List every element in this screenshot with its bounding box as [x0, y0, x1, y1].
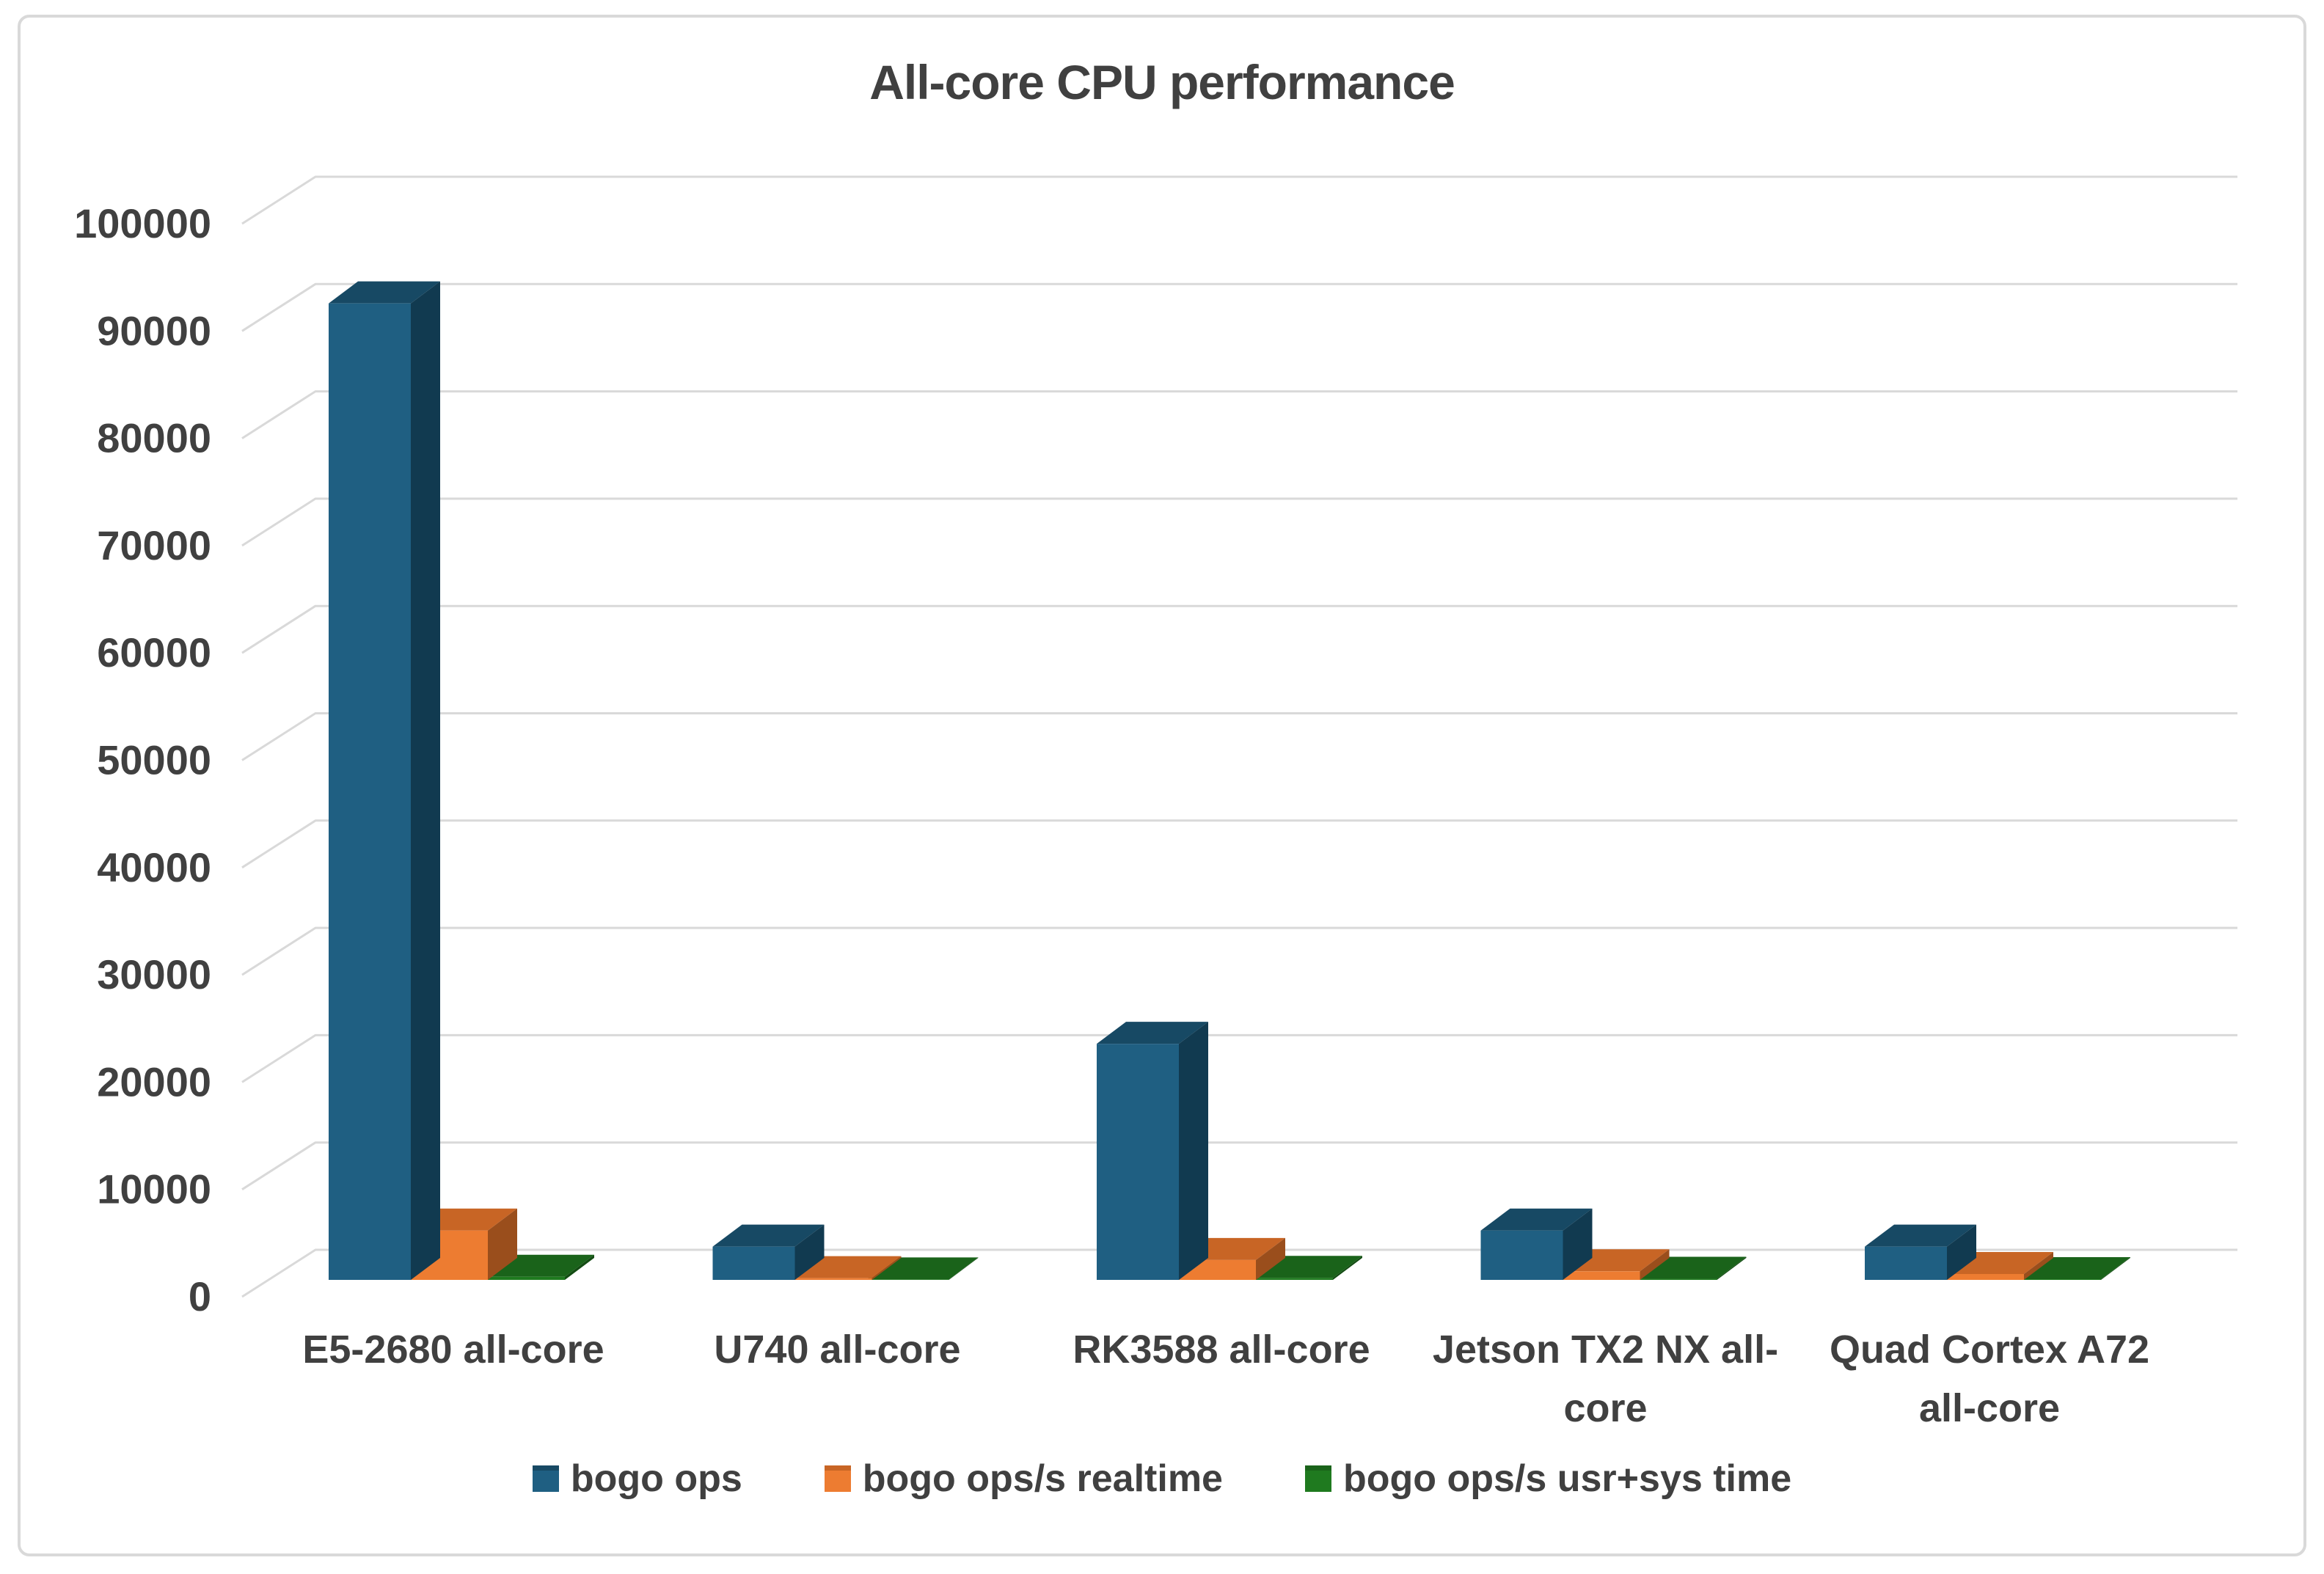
- bogo-ops-s-realtime-bar-1-front: [789, 1278, 872, 1280]
- y-tick-label-40000: 40000: [97, 844, 211, 890]
- x-category-label-1: U740 all-core: [714, 1328, 960, 1372]
- gridline-100000: [241, 175, 2237, 225]
- bogo-ops-bar-3-side: [1563, 1208, 1593, 1280]
- legend-label: bogo ops/s usr+sys time: [1342, 1457, 1792, 1500]
- bogo-ops-bar-4-front: [1865, 1246, 1947, 1280]
- bogo-ops-bar-2-front: [1097, 1044, 1179, 1280]
- x-category-label-4: all-core: [1919, 1386, 2060, 1430]
- bogo-ops-bar-1-side: [794, 1224, 825, 1280]
- y-tick-label-0: 0: [189, 1273, 211, 1319]
- bogo-ops-s-usr-sys-time-bar-3-side: [1717, 1256, 1747, 1280]
- legend-label: bogo ops: [570, 1457, 742, 1500]
- bogo-ops-s-realtime-bar-4-side: [2024, 1251, 2053, 1280]
- bogo-ops-bar-4-side: [1947, 1224, 1976, 1280]
- bogo-ops-bar-3-top: [1480, 1208, 1593, 1231]
- gridline-90000: [241, 282, 2237, 332]
- bogo-ops-bar-0-top: [329, 281, 440, 304]
- bogo-ops-s-usr-sys-time-bar-1-front: [866, 1279, 949, 1280]
- bogo-ops-s-realtime-bar-4-front: [1942, 1273, 2024, 1280]
- bogo-ops-s-usr-sys-time-bar-0-front: [483, 1276, 565, 1280]
- bogo-ops-bar-2-top: [1097, 1022, 1208, 1044]
- y-tick-label-80000: 80000: [97, 415, 211, 461]
- legend: bogo ops bogo ops/s realtime bogo ops/s us…: [0, 1457, 2324, 1501]
- legend-swatch-icon: [824, 1465, 851, 1492]
- y-tick-label-60000: 60000: [97, 629, 211, 676]
- legend-entry-1: bogo ops/s realtime: [824, 1457, 1223, 1501]
- bogo-ops-s-usr-sys-time-bar-2-side: [1333, 1256, 1362, 1280]
- y-tick-label-70000: 70000: [97, 522, 211, 568]
- legend-swatch-icon: [532, 1465, 559, 1492]
- bogo-ops-s-usr-sys-time-bar-1-side: [949, 1257, 979, 1280]
- x-category-label-4: Quad Cortex A72: [1830, 1328, 2149, 1372]
- y-tick-label-50000: 50000: [97, 737, 211, 783]
- y-tick-label-20000: 20000: [97, 1058, 211, 1105]
- gridline-10000: [241, 1141, 2237, 1190]
- gridline-80000: [241, 390, 2237, 439]
- y-tick-label-30000: 30000: [97, 951, 211, 998]
- legend-entry-2: bogo ops/s usr+sys time: [1304, 1457, 1792, 1501]
- legend-entry-0: bogo ops: [532, 1457, 742, 1501]
- bogo-ops-s-usr-sys-time-bar-1-top: [866, 1257, 979, 1280]
- gridline-20000: [241, 1033, 2237, 1083]
- x-category-label-3: core: [1563, 1386, 1647, 1430]
- gridline-30000: [241, 926, 2237, 976]
- gridline-40000: [241, 819, 2237, 869]
- legend-swatch-icon: [1304, 1465, 1331, 1492]
- gridline-70000: [241, 497, 2237, 547]
- bogo-ops-s-usr-sys-time-bar-2-front: [1251, 1278, 1333, 1280]
- x-category-label-0: E5-2680 all-core: [302, 1328, 604, 1372]
- gridline-60000: [241, 604, 2237, 654]
- y-tick-label-90000: 90000: [97, 307, 211, 354]
- bogo-ops-s-realtime-bar-3-side: [1640, 1249, 1670, 1280]
- bogo-ops-s-realtime-bar-3-front: [1557, 1271, 1640, 1280]
- x-category-label-2: RK3588 all-core: [1073, 1328, 1370, 1372]
- bogo-ops-bar-1-top: [712, 1224, 825, 1247]
- bogo-ops-bar-0-side: [411, 281, 440, 1280]
- bogo-ops-s-realtime-bar-2-side: [1256, 1237, 1285, 1280]
- bogo-ops-s-usr-sys-time-bar-0-side: [565, 1254, 594, 1280]
- bogo-ops-s-usr-sys-time-bar-3-front: [1634, 1278, 1717, 1280]
- bogo-ops-s-usr-sys-time-bar-4-side: [2101, 1256, 2130, 1280]
- bogo-ops-bar-1-front: [712, 1246, 795, 1280]
- bogo-ops-bar-2-side: [1179, 1022, 1208, 1280]
- bogo-ops-bar-0-front: [329, 303, 411, 1280]
- x-category-label-3: Jetson TX2 NX all-: [1433, 1328, 1778, 1372]
- bogo-ops-bar-4-top: [1865, 1224, 1976, 1247]
- legend-label: bogo ops/s realtime: [862, 1457, 1223, 1500]
- bogo-ops-s-realtime-bar-0-side: [488, 1208, 517, 1280]
- bogo-ops-bar-3-front: [1480, 1230, 1563, 1280]
- y-tick-label-100000: 100000: [74, 200, 211, 246]
- gridline-50000: [241, 712, 2237, 761]
- bogo-ops-s-realtime-bar-1-side: [872, 1256, 902, 1280]
- bogo-ops-s-usr-sys-time-bar-4-front: [2019, 1278, 2101, 1280]
- y-tick-label-10000: 10000: [97, 1166, 211, 1212]
- chart-title: All-core CPU performance: [869, 55, 1455, 109]
